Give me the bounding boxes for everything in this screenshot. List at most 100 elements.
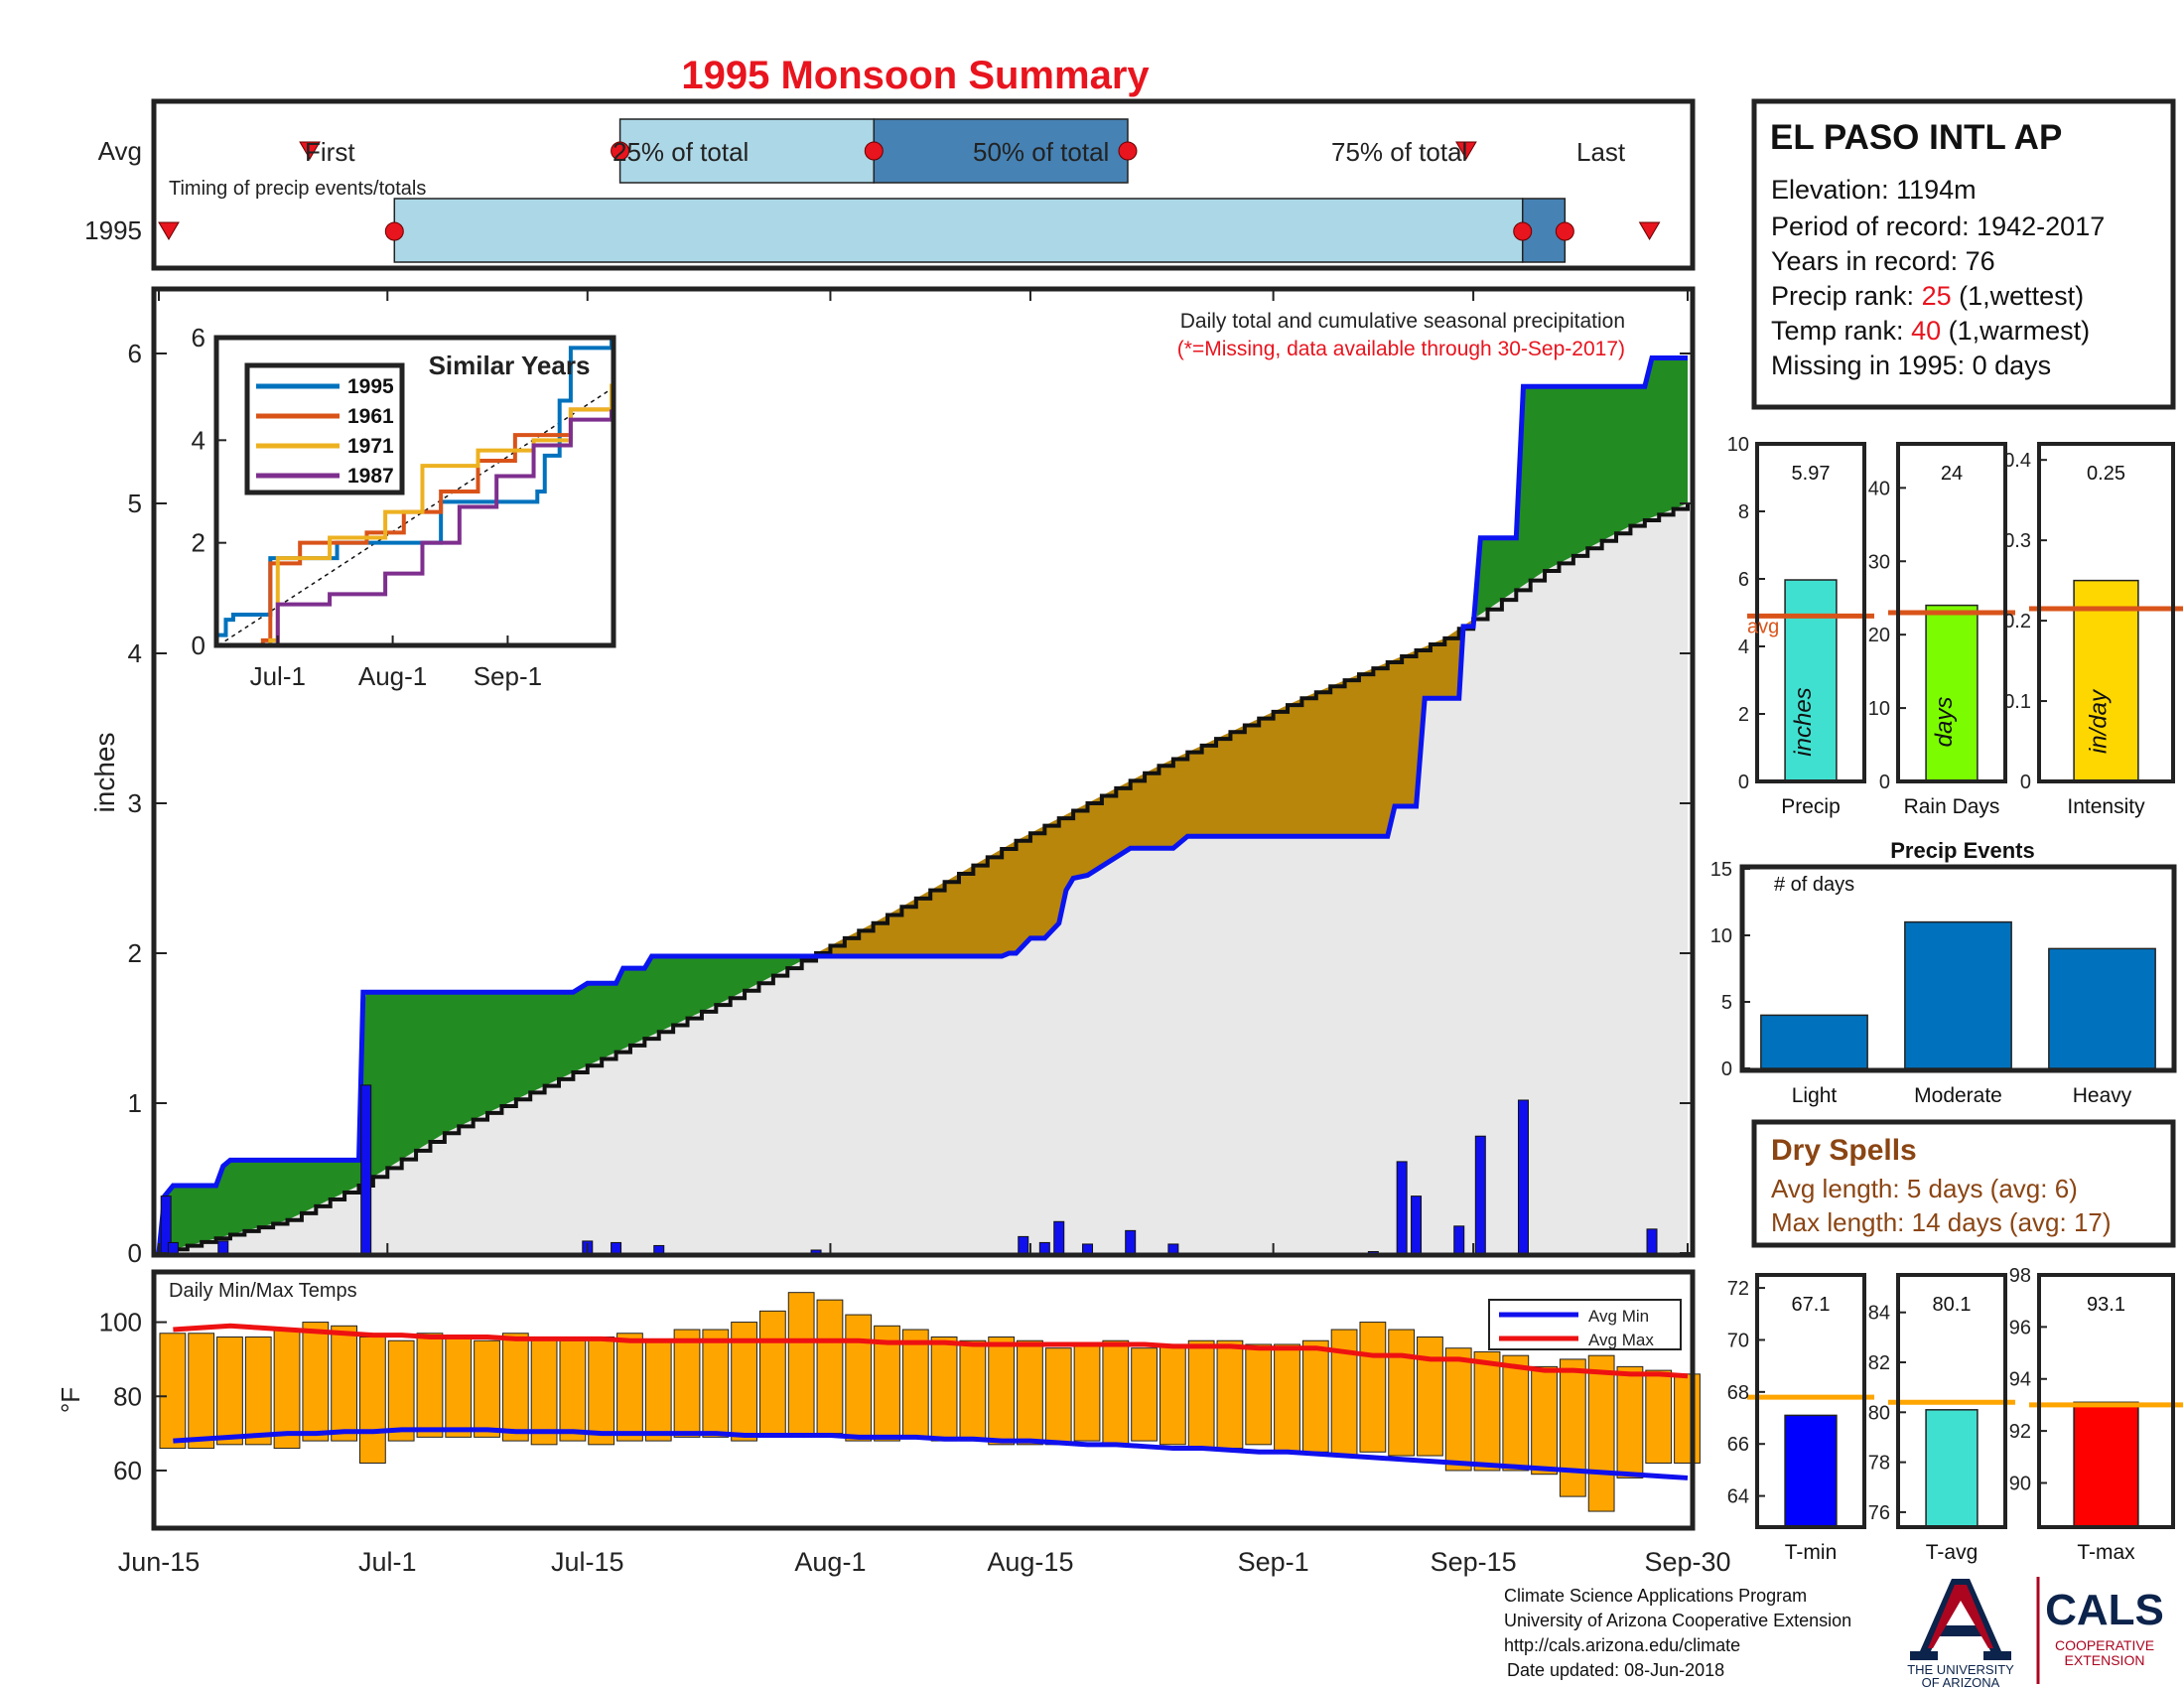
daily-precip-bar <box>653 1244 665 1254</box>
summary-bar-panels: 02468105.97inchesavgPrecip01020304024day… <box>1727 434 2183 818</box>
temp-ylabel: °F <box>56 1387 85 1413</box>
events-y-tick-label: 5 <box>1721 992 1732 1014</box>
dry-title: Dry Spells <box>1771 1134 1917 1167</box>
daily-temp-range-bar <box>1216 1339 1244 1450</box>
daily-precip-bar <box>1038 1241 1050 1254</box>
daily-temp-range-bar <box>1674 1373 1701 1464</box>
station-frame <box>1751 98 2176 410</box>
daily-temp-range-bar <box>930 1336 958 1442</box>
rain-days-panel-y-tick-label: 10 <box>1868 698 1890 720</box>
x-axis-tick-label: Sep-30 <box>1644 1547 1730 1577</box>
daily-temp-range-bar <box>244 1336 272 1446</box>
daily-temp-range-bar <box>530 1336 558 1446</box>
below-average-area <box>812 582 1477 957</box>
temp-y-tick-label: 80 <box>113 1381 142 1411</box>
timing-p25-label: 25% of total <box>613 137 749 167</box>
temp-legend-box <box>1488 1299 1682 1350</box>
tmax-panel-label: T-max <box>2077 1541 2135 1564</box>
intensity-panel-y-tick-label: 0 <box>2020 772 2031 793</box>
main-y-tick-label: 3 <box>128 788 142 818</box>
intensity-panel-y-tick-label: 0.4 <box>2003 450 2031 472</box>
timing-avg-first-marker <box>299 141 321 160</box>
precip-panel: 0 2 4 6 8 10 5.97 inches avg Precip <box>1727 434 1874 818</box>
timing-avg-last-marker <box>1455 141 1477 160</box>
timing-year-p50-marker <box>1513 221 1533 241</box>
daily-precip-bar <box>1125 1229 1137 1254</box>
daily-temp-range-bar <box>216 1336 243 1446</box>
main-y-tick-label: 6 <box>128 339 142 368</box>
daily-temp-range-bar <box>188 1333 215 1450</box>
similar-title: Similar Years <box>429 351 591 380</box>
daily-temp-range-bar <box>331 1325 357 1442</box>
daily-temp-range-bar <box>988 1336 1016 1446</box>
main-y-tick-label: 5 <box>128 489 142 518</box>
similar-frame <box>213 335 616 648</box>
timing-last-label: Last <box>1576 137 1626 167</box>
rain-days-panel-unit: days <box>1931 697 1958 748</box>
rain-days-panel-bar <box>1925 604 1979 782</box>
temp-title: Daily Min/Max Temps <box>169 1280 357 1302</box>
precip-panel-bar <box>1784 579 1838 782</box>
dry-max-length: Max length: 14 days (avg: 17) <box>1771 1207 2112 1237</box>
daily-precip-bar <box>1411 1196 1423 1254</box>
intensity-panel: 0 0.1 0.2 0.3 0.4 0.25 in/day Intensity <box>2003 442 2183 818</box>
timing-year-p25-marker <box>384 221 404 241</box>
temp-summary-panels: 64 66 68 70 72 67.1 T-min 76 78 80 82 84 80.1 T-avg 90… <box>1727 1265 2183 1564</box>
daily-temp-range-bar <box>1559 1358 1586 1497</box>
daily-temp-range-bar <box>758 1310 786 1438</box>
avg-min-line <box>173 1427 1689 1480</box>
intensity-panel-value: 0.25 <box>2087 463 2125 485</box>
daily-temp-range-bar <box>616 1333 643 1442</box>
daily-temp-range-bar <box>1502 1354 1530 1472</box>
tmax-panel-y-tick-label: 94 <box>2009 1369 2031 1391</box>
station-elevation: Elevation: 1194m <box>1771 175 1977 205</box>
main-missing-note: (*=Missing, data available through 30-Se… <box>1177 338 1625 360</box>
precip-event-category-label: Light <box>1792 1084 1838 1107</box>
precip-event-bar <box>1904 920 2012 1069</box>
daily-temp-range-bar <box>1102 1339 1130 1446</box>
station-years: Years in record: 76 <box>1771 246 1995 276</box>
tmax-panel-y-tick-label: 90 <box>2009 1473 2031 1494</box>
events-title: Precip Events <box>1890 838 2035 863</box>
rain-days-panel-y-tick-label: 0 <box>1879 772 1890 793</box>
daily-temp-range-bar <box>302 1322 330 1442</box>
timing-row-avg-label: Avg <box>98 136 142 166</box>
intensity-panel-y-tick-label: 0.3 <box>2003 530 2031 552</box>
precip-event-category-label: Heavy <box>2073 1084 2132 1107</box>
events-ylabel: # of days <box>1774 874 1854 896</box>
daily-temp-range-bar <box>1417 1336 1443 1457</box>
rain-days-panel-y-tick-label: 40 <box>1868 478 1890 499</box>
similar-y-tick-label: 4 <box>192 425 205 455</box>
daily-temp-range-bar <box>474 1339 500 1438</box>
daily-precip-bar <box>1646 1228 1658 1254</box>
timing-first-label: First <box>305 137 355 167</box>
main-ylabel: inches <box>89 733 120 813</box>
tavg-panel-y-tick-label: 80 <box>1868 1402 1890 1424</box>
daily-temp-range-bar <box>1017 1339 1043 1446</box>
legend-avg-min-label: Avg Min <box>1588 1307 1649 1326</box>
daily-precip-bar <box>217 1240 229 1254</box>
similar-y-tick-label: 6 <box>192 323 205 352</box>
daily-temp-range-bar <box>901 1329 929 1438</box>
tavg-panel-value: 80.1 <box>1933 1294 1972 1316</box>
daily-precip-bar <box>1517 1099 1529 1254</box>
similar-reference-line <box>217 388 613 646</box>
precip-panel-avg-label: avg <box>1747 616 1779 637</box>
daily-precip-bar <box>1474 1135 1486 1254</box>
daily-temp-range-bar <box>1073 1343 1101 1442</box>
cals-wordmark: CALS <box>2045 1586 2164 1634</box>
arizona-a-icon <box>1910 1579 2011 1660</box>
daily-temp-range-bar <box>416 1333 444 1438</box>
footer-line-1: Climate Science Applications Program <box>1504 1586 1807 1606</box>
daily-temp-range-bar <box>358 1336 386 1464</box>
tavg-panel-y-tick-label: 78 <box>1868 1453 1890 1475</box>
similar-legend-label: 1987 <box>347 465 394 488</box>
main-y-tick-label: 0 <box>128 1238 142 1268</box>
station-period: Period of record: 1942-2017 <box>1771 211 2105 241</box>
events-y-tick-label: 0 <box>1721 1058 1732 1080</box>
tmin-panel-value: 67.1 <box>1792 1294 1831 1316</box>
dry-avg-length: Avg length: 5 days (avg: 6) <box>1771 1174 2078 1203</box>
footer: Climate Science Applications Program Uni… <box>1504 1586 1851 1680</box>
dry-spells-box: Dry Spells Avg length: 5 days (avg: 6) M… <box>1751 1119 2176 1248</box>
cals-line-1: COOPERATIVE <box>2055 1637 2154 1653</box>
